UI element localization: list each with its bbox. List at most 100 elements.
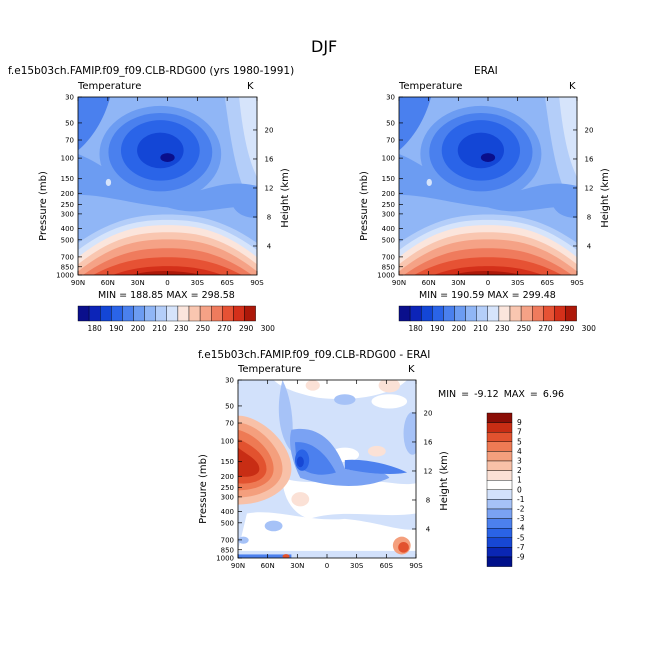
- y-tick-label: 100: [61, 155, 74, 163]
- units-label: K: [569, 81, 576, 92]
- y-tick-label: 500: [61, 236, 74, 244]
- y-tick-label: 70: [65, 137, 74, 145]
- contour-band: [282, 554, 290, 558]
- y2-tick-label: 8: [426, 496, 430, 504]
- x-tick-label: 90N: [392, 279, 406, 287]
- panel-model: [78, 97, 257, 275]
- y-tick-label: 150: [61, 175, 74, 183]
- colorbar-swatch: [99, 305, 112, 322]
- contour-band: [426, 178, 432, 186]
- contour-band: [480, 153, 496, 162]
- colorbar-label: 5: [517, 437, 522, 446]
- y-tick-label: 30: [65, 94, 74, 102]
- x-tick-label: 90S: [409, 562, 423, 570]
- y-tick-label: 500: [382, 236, 395, 244]
- colorbar-label: -4: [517, 524, 525, 533]
- y-tick-label: 100: [382, 155, 395, 163]
- colorbar-swatch: [486, 451, 513, 462]
- colorbar-swatch: [421, 305, 433, 322]
- y-tick-label: 70: [225, 420, 234, 428]
- colorbar-label: -5: [517, 533, 525, 542]
- panel-right-title: ERAI: [474, 65, 498, 77]
- colorbar-label: 210: [152, 324, 167, 333]
- main-title: DJF: [311, 37, 338, 56]
- colorbar-label: 9: [517, 418, 522, 427]
- colorbar-label: 230: [174, 324, 189, 333]
- colorbar-swatch: [432, 305, 444, 322]
- y-tick-label: 850: [221, 546, 234, 554]
- contour-band: [334, 394, 356, 405]
- colorbar-swatch: [144, 305, 156, 322]
- y2-tick-label: 8: [267, 213, 271, 221]
- y-tick-label: 50: [386, 119, 395, 127]
- colorbar-swatch: [486, 528, 513, 539]
- x-tick-label: 30N: [290, 562, 304, 570]
- contour-band: [403, 412, 416, 455]
- colorbar-swatch: [486, 499, 513, 510]
- contour-band: [282, 477, 416, 519]
- x-tick-label: 90N: [71, 279, 85, 287]
- colorbar-swatch: [486, 470, 513, 481]
- contour-band: [238, 554, 292, 558]
- y-tick-label: 500: [221, 519, 234, 527]
- panel-diff-title: f.e15b03ch.FAMIP.f09_f09.CLB-RDG00 - ERA…: [198, 349, 431, 361]
- colorbar-swatch: [498, 305, 511, 322]
- y2-tick-label: 4: [587, 242, 592, 250]
- colorbar-swatch: [486, 489, 513, 500]
- y2-tick-label: 20: [424, 409, 433, 417]
- colorbar-swatch: [486, 441, 513, 452]
- y-tick-label: 400: [221, 508, 234, 516]
- contour-band: [399, 153, 577, 212]
- colorbar-swatch: [88, 305, 101, 322]
- colorbar-swatch: [476, 305, 489, 322]
- contour-band: [238, 512, 416, 551]
- y2-tick-label: 20: [585, 126, 594, 134]
- colorbar-swatch: [177, 305, 190, 322]
- panel-diff: [238, 380, 416, 558]
- y2-tick-label: 12: [265, 184, 274, 192]
- y-tick-label: 50: [65, 119, 74, 127]
- y-tick-label: 30: [386, 94, 395, 102]
- stats-label: MIN = 188.85 MAX = 298.58: [98, 290, 235, 301]
- y-tick-label: 300: [61, 210, 74, 218]
- y-tick-label: 700: [221, 536, 234, 544]
- y-tick-label: 400: [61, 225, 74, 233]
- colorbar-label: 250: [517, 324, 532, 333]
- contour-band: [457, 132, 505, 169]
- colorbar-label: 270: [538, 324, 553, 333]
- y-axis-label: Pressure (mb): [359, 171, 370, 241]
- x-tick-label: 60S: [380, 562, 394, 570]
- colorbar-label: 290: [560, 324, 575, 333]
- y-tick-label: 1000: [56, 272, 74, 280]
- colorbar-swatch: [233, 305, 245, 322]
- x-tick-label: 30S: [191, 279, 205, 287]
- x-tick-label: 60S: [220, 279, 234, 287]
- colorbar-label: 210: [473, 324, 488, 333]
- colorbar-swatch: [486, 556, 513, 567]
- y2-tick-label: 4: [267, 242, 272, 250]
- contour-band: [238, 447, 260, 477]
- contour-band: [239, 97, 257, 178]
- colorbar-swatch: [532, 305, 544, 322]
- contour-band: [559, 97, 577, 178]
- contour-band: [78, 266, 257, 275]
- colorbar-swatch: [486, 518, 513, 529]
- y-axis-label: Pressure (mb): [38, 171, 49, 241]
- y-tick-label: 50: [225, 402, 234, 410]
- colorbar-label: 200: [131, 324, 146, 333]
- x-tick-label: 60N: [422, 279, 436, 287]
- y-tick-label: 400: [382, 225, 395, 233]
- colorbar-swatch: [77, 305, 90, 322]
- y2-tick-label: 20: [265, 126, 274, 134]
- y2-tick-label: 16: [585, 155, 594, 163]
- y-tick-label: 30: [225, 377, 234, 385]
- contour-band: [137, 132, 184, 169]
- colorbar-swatch: [210, 305, 223, 322]
- colorbar-label: -7: [517, 543, 525, 552]
- x-tick-label: 60N: [261, 562, 275, 570]
- contour-band: [291, 492, 310, 507]
- colorbar-swatch: [486, 432, 513, 443]
- panel-obs: [399, 97, 577, 275]
- contour-band: [78, 153, 257, 212]
- x-tick-label: 60N: [101, 279, 115, 287]
